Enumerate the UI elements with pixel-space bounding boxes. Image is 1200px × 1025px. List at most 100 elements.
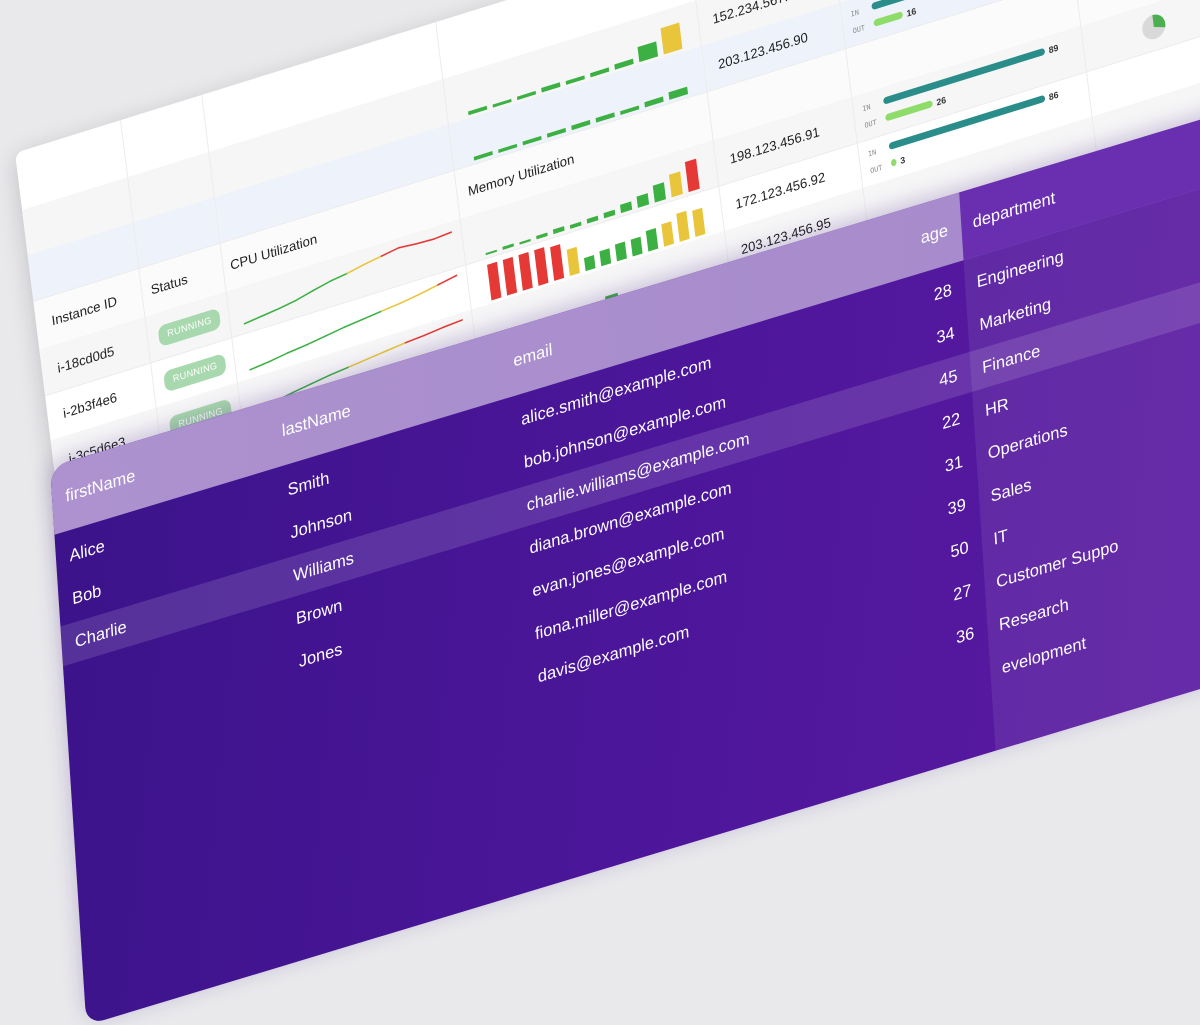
memory-bar bbox=[502, 256, 518, 296]
memory-bar bbox=[552, 226, 565, 235]
cpu-sparkline-segment bbox=[380, 246, 400, 257]
memory-bar bbox=[636, 193, 650, 208]
instance-row[interactable]: i-18cd0d5 RUNNING 198.123.456.91 IN OUT 89 26 bbox=[39, 0, 1200, 397]
cpu-sparkline-segment bbox=[249, 360, 270, 371]
status-badge: RUNNING bbox=[157, 306, 222, 347]
memory-bar bbox=[586, 215, 599, 224]
in-bar bbox=[883, 48, 1045, 104]
memory-bar-sparkline bbox=[473, 86, 689, 161]
cpu-sparkline-segment bbox=[433, 231, 453, 240]
cpu-sparkline-segment bbox=[278, 299, 297, 310]
cpu-sparkline-segment bbox=[437, 274, 458, 286]
out-value: 3 bbox=[900, 155, 906, 166]
memory-bar-sparkline bbox=[485, 158, 700, 256]
memory-bar bbox=[522, 135, 542, 146]
cpu-sparkline bbox=[243, 231, 453, 325]
memory-bar bbox=[637, 41, 659, 63]
memory-bar bbox=[583, 254, 596, 272]
memory-bar bbox=[620, 105, 640, 116]
cpu-sparkline-segment bbox=[324, 326, 345, 337]
in-label: IN bbox=[868, 148, 877, 158]
last-name-cell bbox=[312, 857, 315, 897]
memory-bar bbox=[565, 75, 585, 85]
memory-bar bbox=[620, 201, 633, 214]
out-bar bbox=[873, 11, 903, 27]
memory-bar bbox=[595, 112, 615, 123]
instance-row[interactable]: i-2b3f4e6 RUNNING 172.123.456.92 IN OUT 86 3 bbox=[45, 0, 1200, 442]
cpu-sparkline-segment bbox=[329, 366, 350, 376]
col-header-email[interactable]: email bbox=[512, 339, 553, 371]
memory-bar bbox=[473, 151, 493, 161]
cpu-sparkline-segment bbox=[310, 374, 331, 385]
memory-bar bbox=[599, 248, 612, 267]
cpu-sparkline-segment bbox=[442, 319, 463, 329]
cpu-sparkline-segment bbox=[380, 302, 402, 313]
cpu-sparkline-segment bbox=[260, 307, 280, 318]
out-bar bbox=[891, 159, 897, 167]
in-value: 86 bbox=[1048, 89, 1059, 102]
in-label: IN bbox=[850, 8, 859, 18]
col-header-age[interactable]: age bbox=[920, 220, 949, 248]
memory-bar bbox=[668, 171, 683, 198]
last-name-cell bbox=[300, 685, 303, 725]
memory-bar bbox=[571, 119, 591, 131]
first-name-cell bbox=[91, 880, 94, 920]
email-cell bbox=[545, 786, 548, 826]
first-name-cell: Bob bbox=[71, 580, 102, 609]
memory-bar bbox=[502, 243, 514, 250]
memory-bar bbox=[614, 58, 634, 70]
instance-row[interactable]: 203.123.456.90INOUT9016 bbox=[27, 0, 1200, 302]
cpu-sparkline-segment bbox=[399, 293, 421, 304]
department-cell: IT bbox=[992, 525, 1009, 549]
cpu-sparkline-segment bbox=[418, 284, 439, 296]
out-value: 26 bbox=[936, 95, 947, 108]
last-name-cell bbox=[303, 728, 306, 768]
cpu-sparkline-segment bbox=[385, 341, 407, 352]
in-out-bars: IN OUT 89 26 bbox=[862, 42, 1059, 130]
memory-bar bbox=[645, 227, 659, 252]
memory-bar bbox=[652, 182, 666, 203]
memory-bar bbox=[468, 105, 488, 116]
memory-bar bbox=[516, 90, 537, 101]
memory-bar bbox=[684, 158, 700, 193]
instance-id bbox=[43, 251, 49, 296]
first-name-cell bbox=[82, 751, 85, 791]
memory-bar-sparkline bbox=[487, 207, 706, 301]
cpu-sparkline-segment bbox=[423, 326, 444, 337]
out-label: OUT bbox=[852, 24, 866, 36]
memory-bar bbox=[566, 246, 580, 277]
memory-bar bbox=[569, 221, 582, 229]
cpu-sparkline-segment bbox=[367, 349, 388, 360]
status-badge: RUNNING bbox=[163, 352, 228, 393]
usage-pie-chart bbox=[1142, 14, 1166, 40]
memory-bar bbox=[630, 236, 643, 257]
instance-id bbox=[32, 160, 38, 205]
first-name-cell bbox=[93, 923, 96, 963]
cpu-sparkline bbox=[249, 274, 458, 371]
first-name-cell bbox=[85, 794, 88, 834]
cpu-sparkline-segment bbox=[343, 318, 364, 329]
in-out-bars: INOUT9016 bbox=[850, 0, 1035, 36]
first-name-cell bbox=[88, 837, 91, 877]
last-name-cell bbox=[306, 771, 309, 811]
in-value: 89 bbox=[1048, 42, 1059, 55]
memory-bar bbox=[590, 67, 610, 78]
first-name-cell bbox=[79, 708, 82, 748]
cpu-sparkline-segment bbox=[268, 352, 289, 363]
memory-bar bbox=[536, 232, 548, 240]
cpu-sparkline-segment bbox=[362, 310, 383, 321]
memory-bar bbox=[519, 238, 531, 245]
last-name-cell bbox=[309, 814, 312, 854]
memory-bar bbox=[518, 252, 533, 291]
memory-bar bbox=[660, 22, 683, 55]
email-cell bbox=[539, 700, 542, 740]
memory-bar bbox=[498, 143, 518, 153]
memory-bar bbox=[661, 221, 675, 247]
instance-row[interactable]: 152.234.567.89INOUT2132 bbox=[22, 0, 1200, 257]
in-label: IN bbox=[862, 103, 871, 113]
cpu-sparkline-segment bbox=[415, 238, 435, 245]
memory-bar-sparkline bbox=[468, 22, 683, 116]
pie-slice bbox=[1152, 14, 1166, 28]
out-label: OUT bbox=[870, 163, 884, 175]
memory-bar bbox=[546, 127, 567, 138]
